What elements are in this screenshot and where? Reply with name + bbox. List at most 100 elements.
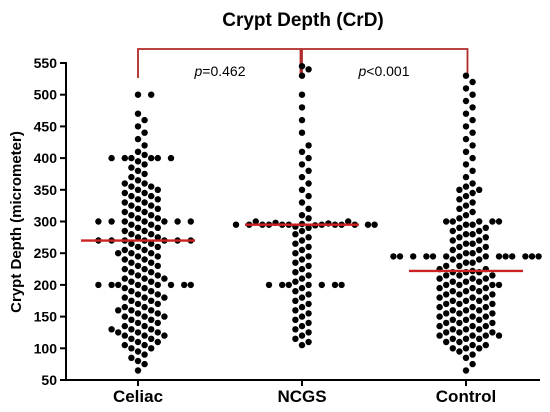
data-point-control xyxy=(476,256,483,263)
data-point-celiac xyxy=(121,332,128,339)
data-point-celiac xyxy=(161,313,168,320)
y-tick-label: 200 xyxy=(34,277,58,293)
data-point-ncgs xyxy=(279,281,286,289)
data-point-celiac xyxy=(134,135,142,143)
data-point-control xyxy=(462,259,470,266)
data-point-celiac xyxy=(134,91,142,98)
data-point-celiac xyxy=(128,173,135,181)
data-point-ncgs xyxy=(305,167,312,174)
data-point-control xyxy=(436,275,443,282)
data-point-control xyxy=(462,240,470,247)
data-point-ncgs xyxy=(298,265,306,273)
p-symbol: p xyxy=(193,63,202,79)
p-symbol: p xyxy=(357,63,366,79)
data-point-ncgs xyxy=(298,284,306,292)
data-point-ncgs xyxy=(298,72,306,79)
data-point-control xyxy=(469,221,476,228)
data-point-control xyxy=(462,72,470,79)
data-point-celiac xyxy=(141,294,148,301)
data-point-control xyxy=(443,310,450,317)
data-point-ncgs xyxy=(298,341,306,349)
data-point-control xyxy=(462,183,470,190)
data-point-ncgs xyxy=(298,129,306,136)
data-point-control xyxy=(443,262,450,270)
data-point-celiac xyxy=(121,275,128,282)
data-point-control xyxy=(469,250,476,257)
data-point-control xyxy=(443,300,450,308)
data-point-ncgs xyxy=(298,91,306,98)
data-point-celiac xyxy=(181,281,188,289)
data-point-celiac xyxy=(148,345,155,352)
data-point-control xyxy=(462,110,470,117)
data-point-control xyxy=(476,316,483,323)
data-point-control xyxy=(449,278,456,285)
data-point-control xyxy=(456,205,463,212)
data-point-ncgs xyxy=(298,313,306,320)
data-point-ncgs xyxy=(298,104,306,111)
data-point-ncgs xyxy=(298,256,306,263)
data-point-control xyxy=(456,310,463,317)
data-point-ncgs xyxy=(298,173,306,181)
data-point-celiac xyxy=(148,297,155,304)
data-point-control xyxy=(489,310,496,317)
data-point-control xyxy=(462,192,470,200)
data-point-control xyxy=(449,345,456,352)
data-point-control xyxy=(449,237,456,244)
data-point-control xyxy=(436,284,443,292)
data-point-celiac xyxy=(141,189,148,197)
data-point-control xyxy=(482,275,489,282)
data-point-control xyxy=(495,253,503,260)
data-point-control xyxy=(456,196,463,203)
data-point-ncgs xyxy=(292,269,299,276)
data-point-control xyxy=(456,348,463,355)
data-point-celiac xyxy=(141,170,148,178)
data-point-celiac xyxy=(128,250,135,257)
data-point-control xyxy=(443,329,450,336)
data-point-control xyxy=(522,253,529,260)
data-point-celiac xyxy=(154,319,161,327)
data-point-control xyxy=(462,326,470,333)
data-point-control xyxy=(482,322,489,330)
data-point-celiac xyxy=(128,221,135,228)
y-tick-label: 50 xyxy=(41,372,57,388)
data-point-control xyxy=(469,313,476,320)
data-point-control xyxy=(462,297,470,304)
data-point-celiac xyxy=(134,123,142,130)
axes: 50 100 150 200 250 300 350 400 450 500 550 xyxy=(34,55,540,388)
data-point-celiac xyxy=(134,196,142,203)
data-point-ncgs xyxy=(292,316,299,323)
data-point-celiac xyxy=(154,291,161,298)
data-point-celiac xyxy=(134,110,142,117)
data-point-ncgs xyxy=(252,218,259,225)
data-point-celiac xyxy=(148,240,155,247)
data-point-celiac xyxy=(167,154,175,162)
data-point-ncgs xyxy=(305,180,312,187)
data-point-control xyxy=(469,322,476,330)
data-point-celiac xyxy=(187,281,194,289)
data-point-control xyxy=(469,142,476,149)
data-point-ncgs xyxy=(338,281,345,289)
data-point-control xyxy=(469,231,476,238)
data-point-celiac xyxy=(148,250,155,257)
data-point-celiac xyxy=(128,154,135,162)
data-point-control xyxy=(476,297,483,304)
data-point-celiac xyxy=(161,218,168,225)
data-point-control xyxy=(482,284,489,292)
data-point-ncgs xyxy=(305,192,312,200)
data-point-celiac xyxy=(154,310,161,317)
data-point-celiac xyxy=(121,313,128,320)
category-label: Celiac xyxy=(113,387,163,406)
data-point-celiac xyxy=(134,272,142,279)
data-point-celiac xyxy=(154,196,161,203)
data-point-control xyxy=(462,307,470,314)
data-point-celiac xyxy=(141,129,148,136)
data-point-celiac xyxy=(154,300,161,308)
data-point-celiac xyxy=(134,167,142,174)
data-point-celiac xyxy=(141,199,148,206)
data-point-control xyxy=(476,345,483,352)
data-point-celiac xyxy=(141,227,148,235)
data-point-ncgs xyxy=(318,281,325,289)
data-point-celiac xyxy=(128,183,135,190)
data-point-control xyxy=(482,341,489,349)
